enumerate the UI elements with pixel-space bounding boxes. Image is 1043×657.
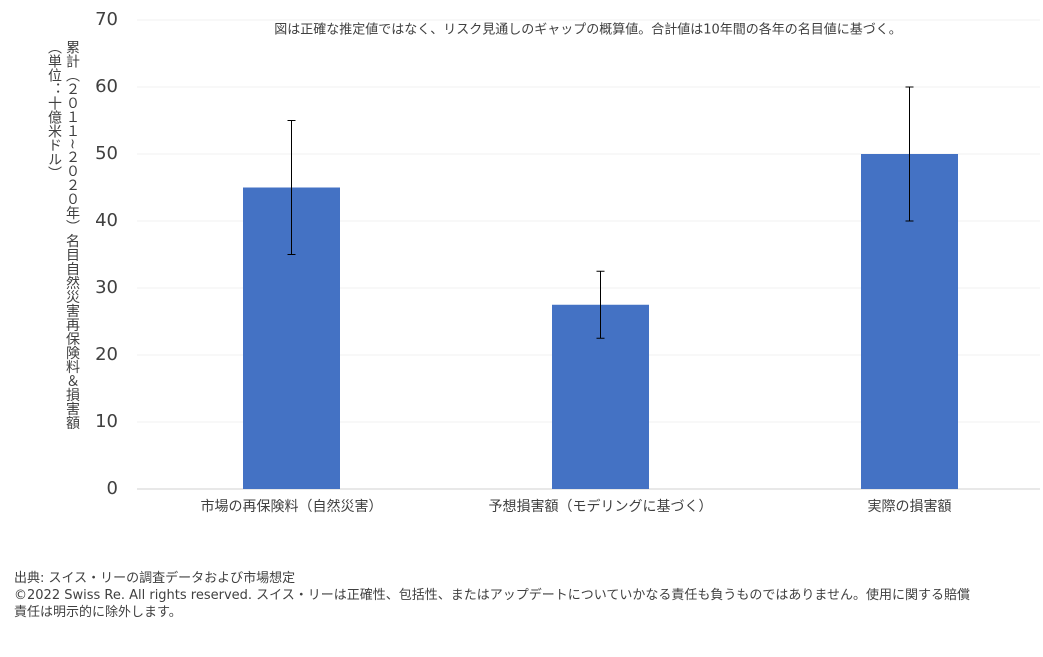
footer: 出典: スイス・リーの調査データおよび市場想定 ©2022 Swiss Re. … xyxy=(14,570,974,621)
y-tick-label: 10 xyxy=(95,411,118,432)
y-tick-label: 40 xyxy=(95,210,118,231)
x-tick-label: 実際の損害額 xyxy=(868,499,952,515)
x-tick-label: 予想損害額（モデリングに基づく） xyxy=(489,498,713,515)
x-tick-label: 市場の再保険料（自然災害） xyxy=(201,498,383,515)
y-tick-label: 60 xyxy=(95,76,118,97)
y-axis-unit: （単位：十億米ドル） xyxy=(46,40,62,180)
y-axis-label: 累計（２０１１~２０２０年）名目自然災害再保険料＆損害額 xyxy=(64,40,80,430)
source: 出典: スイス・リーの調査データおよび市場想定 xyxy=(14,571,296,586)
y-tick-label: 30 xyxy=(95,277,118,298)
y-tick-label: 20 xyxy=(95,344,118,365)
chart: 図は正確な推定値ではなく、リスク見通しのギャップの概算値。合計値は10年間の各年… xyxy=(95,9,1040,515)
y-tick-label: 50 xyxy=(95,143,118,164)
y-tick-label: 70 xyxy=(95,9,118,30)
annotation: 図は正確な推定値ではなく、リスク見通しのギャップの概算値。合計値は10年間の各年… xyxy=(274,22,902,38)
y-tick-label: 0 xyxy=(107,478,118,499)
copyright: ©2022 Swiss Re. All rights reserved. スイス… xyxy=(14,588,971,620)
